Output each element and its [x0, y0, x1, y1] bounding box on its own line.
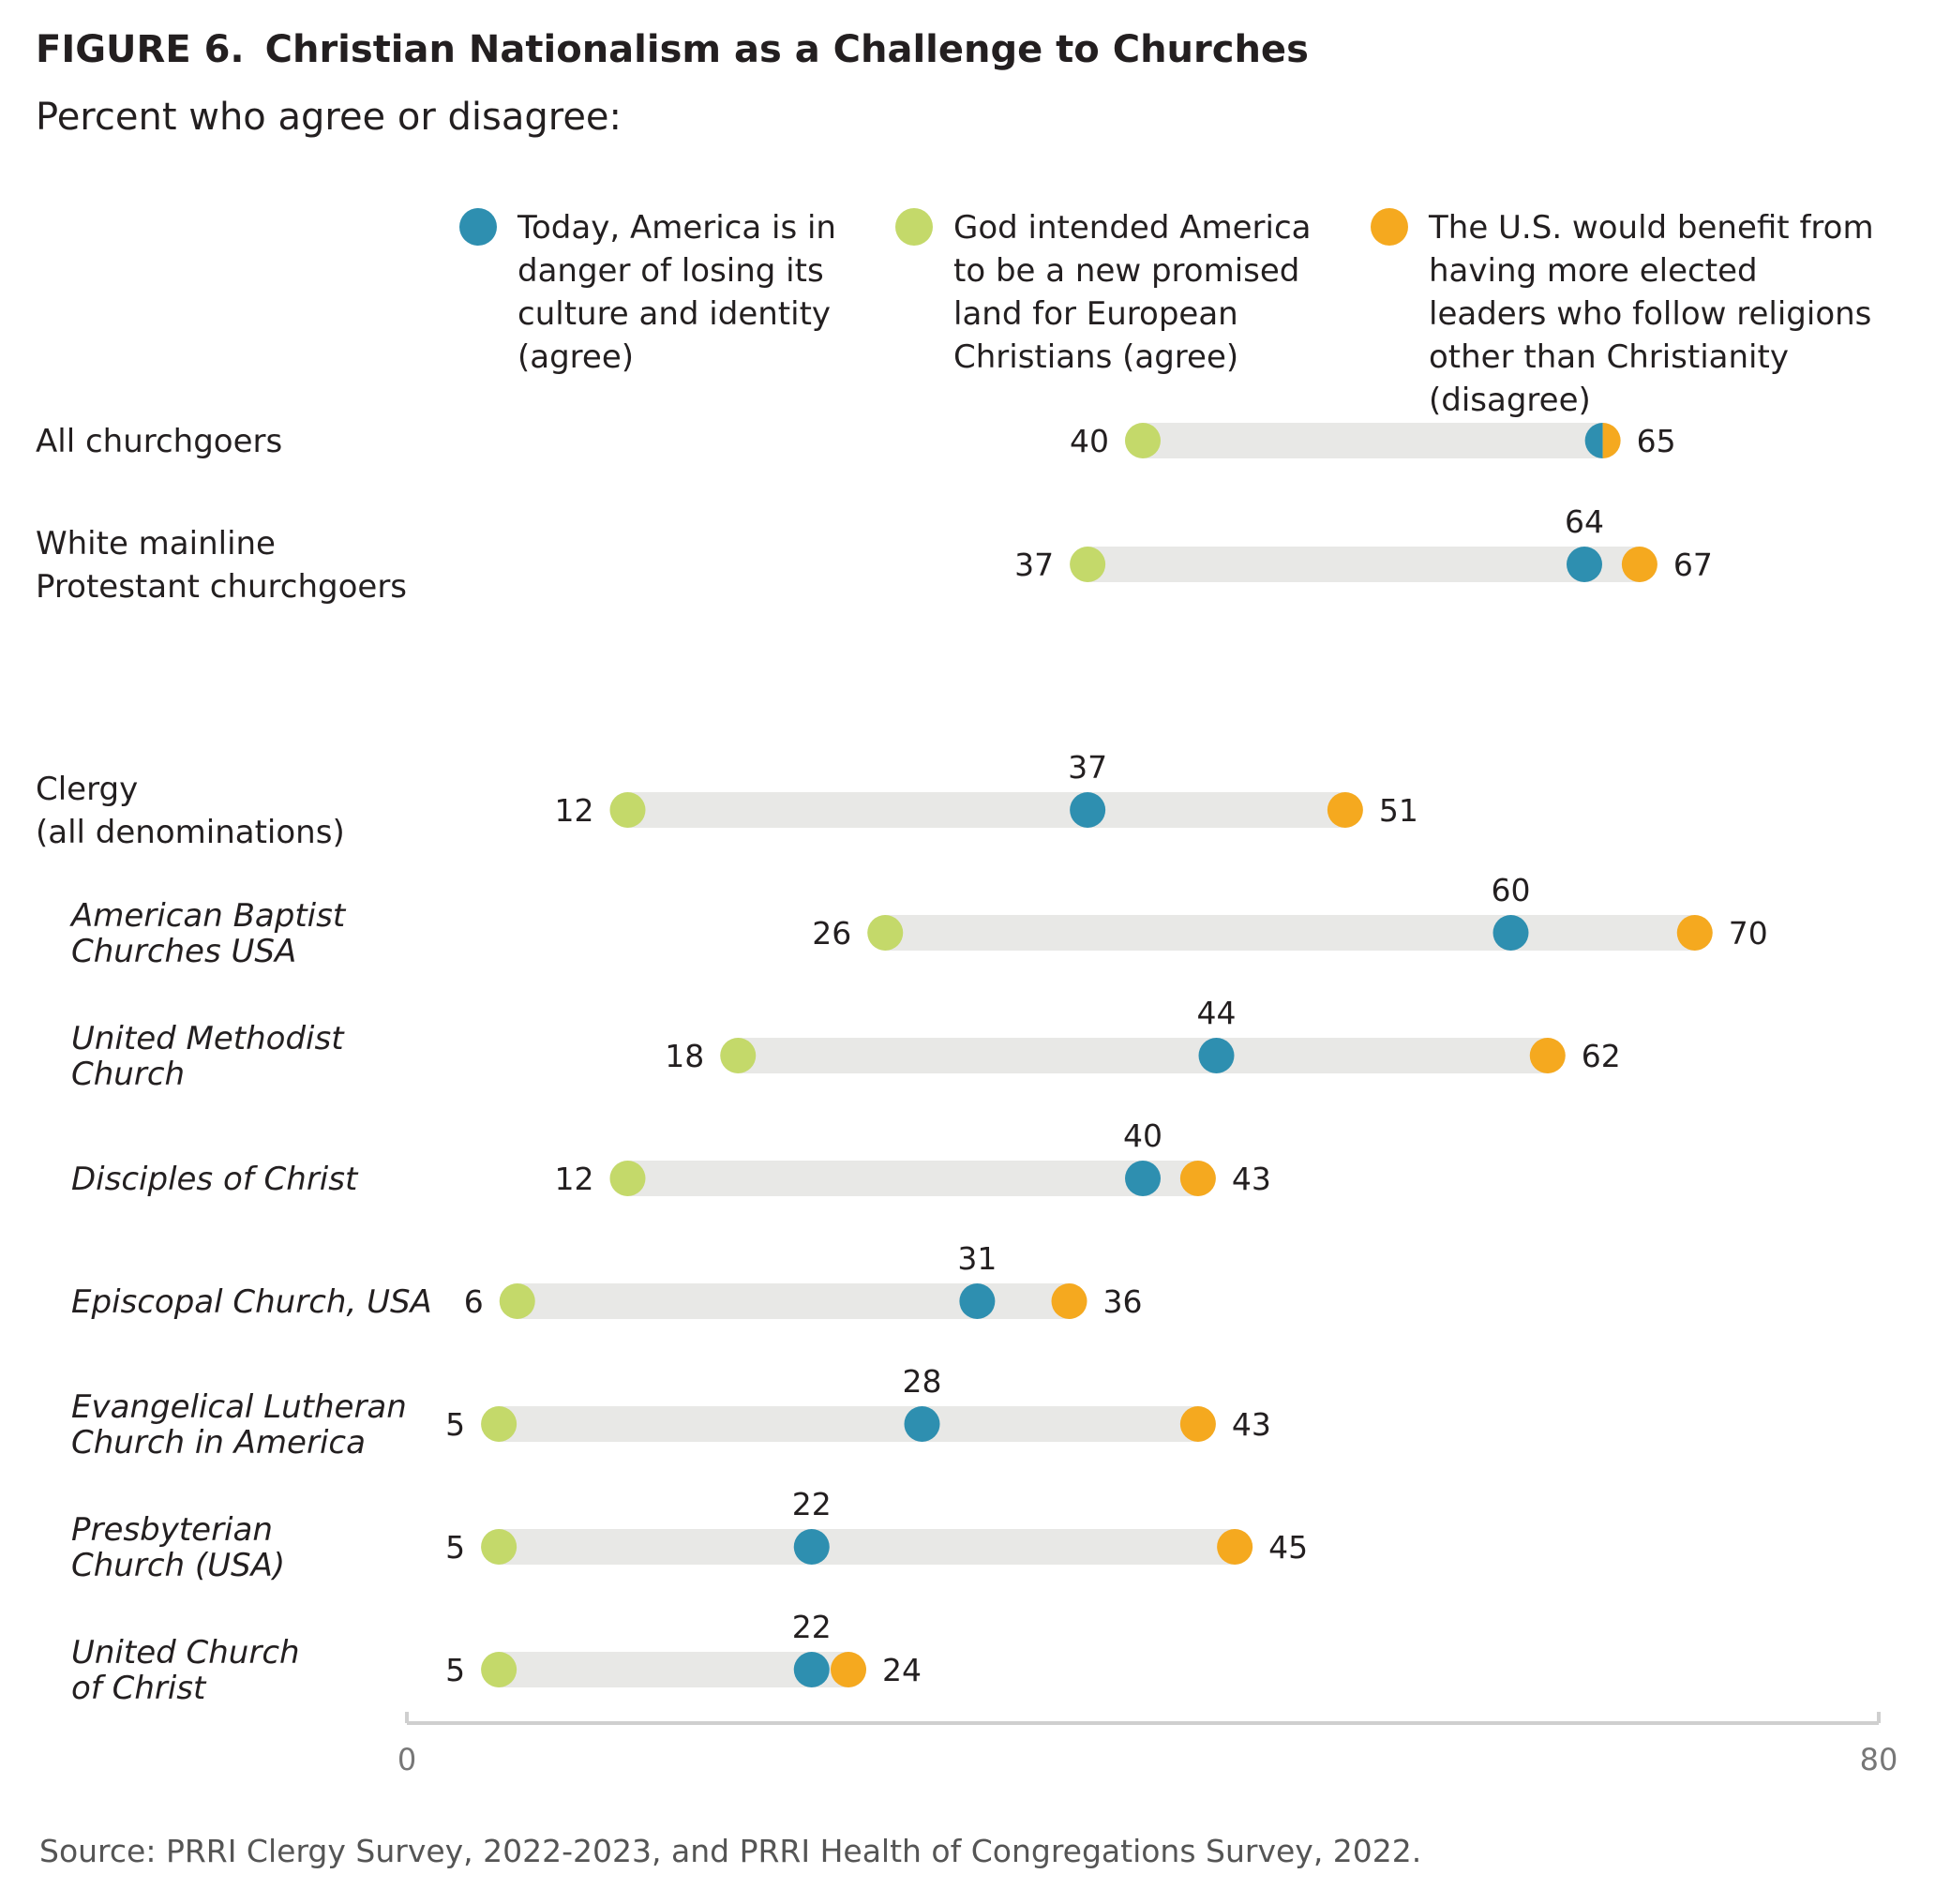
dot-promised: [481, 1406, 518, 1442]
dot-benefit: [1676, 915, 1713, 951]
value-label-promised: 37: [1014, 547, 1054, 583]
dot-benefit: [1327, 792, 1363, 828]
row-label: All churchgoers: [36, 423, 282, 460]
dot-benefit: [1217, 1529, 1253, 1565]
dot-benefit: [1179, 1161, 1216, 1196]
value-label-benefit: 43: [1232, 1406, 1271, 1443]
row-label: Clergy: [36, 771, 138, 808]
legend-item-promised: God intended America to be a new promise…: [895, 206, 1317, 379]
dot-promised: [1125, 423, 1161, 458]
row-label: of Christ: [71, 1670, 207, 1707]
value-label-benefit: 70: [1729, 915, 1768, 952]
x-tick-label: 0: [398, 1742, 416, 1777]
source-note: Source: PRRI Clergy Survey, 2022-2023, a…: [39, 1833, 1422, 1869]
value-label-promised: 12: [555, 792, 594, 829]
dot-danger: [1492, 915, 1529, 951]
legend-label-promised: God intended America to be a new promise…: [953, 209, 1312, 376]
value-label-promised: 12: [555, 1161, 594, 1197]
x-tick-label: 80: [1860, 1742, 1898, 1777]
dot-danger: [793, 1652, 830, 1687]
value-label-danger: 31: [957, 1240, 997, 1277]
row-label: Churches USA: [71, 933, 296, 970]
value-label-benefit: 24: [882, 1652, 922, 1688]
value-label-benefit: 36: [1103, 1283, 1143, 1320]
dot-benefit: [1602, 423, 1621, 458]
dot-danger: [1567, 547, 1602, 582]
dot-promised: [499, 1283, 535, 1319]
row-label: White mainline: [36, 525, 276, 562]
dot-promised: [609, 1161, 646, 1196]
row-label: United Church: [71, 1634, 300, 1672]
value-label-danger: 28: [903, 1363, 942, 1400]
value-label-promised: 5: [445, 1529, 465, 1566]
dot-danger: [904, 1406, 940, 1442]
row-label: United Methodist: [71, 1020, 345, 1057]
dot-promised: [720, 1038, 757, 1073]
legend-item-danger: Today, America is in danger of losing it…: [459, 206, 862, 379]
value-label-promised: 6: [464, 1283, 484, 1320]
row-label: Church: [71, 1056, 185, 1093]
value-label-danger: 22: [792, 1486, 832, 1522]
legend-marker-promised: [895, 208, 933, 246]
dot-danger: [1125, 1161, 1161, 1196]
dot-promised: [609, 792, 646, 828]
row-label: Church in America: [71, 1424, 366, 1462]
dot-danger: [959, 1283, 996, 1319]
row-label: Presbyterian: [71, 1511, 273, 1549]
legend-marker-danger: [459, 208, 497, 246]
value-label-promised: 40: [1070, 423, 1109, 459]
row-label: Disciples of Christ: [71, 1161, 359, 1198]
value-label-danger: 37: [1068, 749, 1107, 786]
value-label-benefit: 67: [1673, 547, 1713, 583]
row-label: American Baptist: [69, 897, 347, 935]
value-label-promised: 5: [445, 1652, 465, 1688]
chart-subtitle: Percent who agree or disagree:: [36, 96, 622, 139]
row-label: Episcopal Church, USA: [71, 1283, 432, 1321]
row-label: Evangelical Lutheran: [71, 1388, 407, 1426]
value-label-benefit: 62: [1582, 1038, 1621, 1074]
value-label-benefit: 51: [1379, 792, 1418, 829]
value-label-benefit: 65: [1637, 423, 1676, 459]
legend-marker-benefit: [1371, 208, 1408, 246]
dot-danger: [1070, 792, 1106, 828]
row-label: Protestant churchgoers: [36, 568, 407, 606]
value-label-benefit: 43: [1232, 1161, 1271, 1197]
chart-title: FIGURE 6. Christian Nationalism as a Chal…: [36, 28, 1309, 71]
value-label-danger: 64: [1565, 503, 1604, 540]
row-label: Church (USA): [71, 1547, 285, 1584]
value-label-danger: 44: [1197, 995, 1237, 1031]
dot-danger: [1198, 1038, 1235, 1073]
legend-label-danger: Today, America is in danger of losing it…: [518, 209, 836, 376]
dot-promised: [867, 915, 904, 951]
title-text: Christian Nationalism as a Challenge to …: [264, 28, 1309, 71]
dot-promised: [1070, 547, 1106, 582]
legend-label-benefit: The U.S. would benefit from having more …: [1429, 209, 1874, 419]
value-label-promised: 5: [445, 1406, 465, 1443]
value-label-promised: 26: [812, 915, 851, 952]
value-label-promised: 18: [665, 1038, 704, 1074]
value-label-danger: 22: [792, 1609, 832, 1645]
figure-label: FIGURE 6.: [36, 28, 245, 71]
legend-item-benefit: The U.S. would benefit from having more …: [1371, 206, 1877, 422]
dot-benefit: [1179, 1406, 1216, 1442]
dot-danger: [793, 1529, 830, 1565]
value-label-danger: 60: [1492, 872, 1531, 908]
row-label: (all denominations): [36, 814, 345, 851]
dot-benefit: [831, 1652, 866, 1687]
value-label-danger: 40: [1123, 1117, 1162, 1154]
dot-benefit: [1621, 547, 1658, 582]
dot-promised: [481, 1652, 518, 1687]
dot-danger: [1584, 423, 1603, 458]
dot-promised: [481, 1529, 518, 1565]
value-label-benefit: 45: [1268, 1529, 1308, 1566]
dot-benefit: [1529, 1038, 1566, 1073]
dot-benefit: [1051, 1283, 1088, 1319]
